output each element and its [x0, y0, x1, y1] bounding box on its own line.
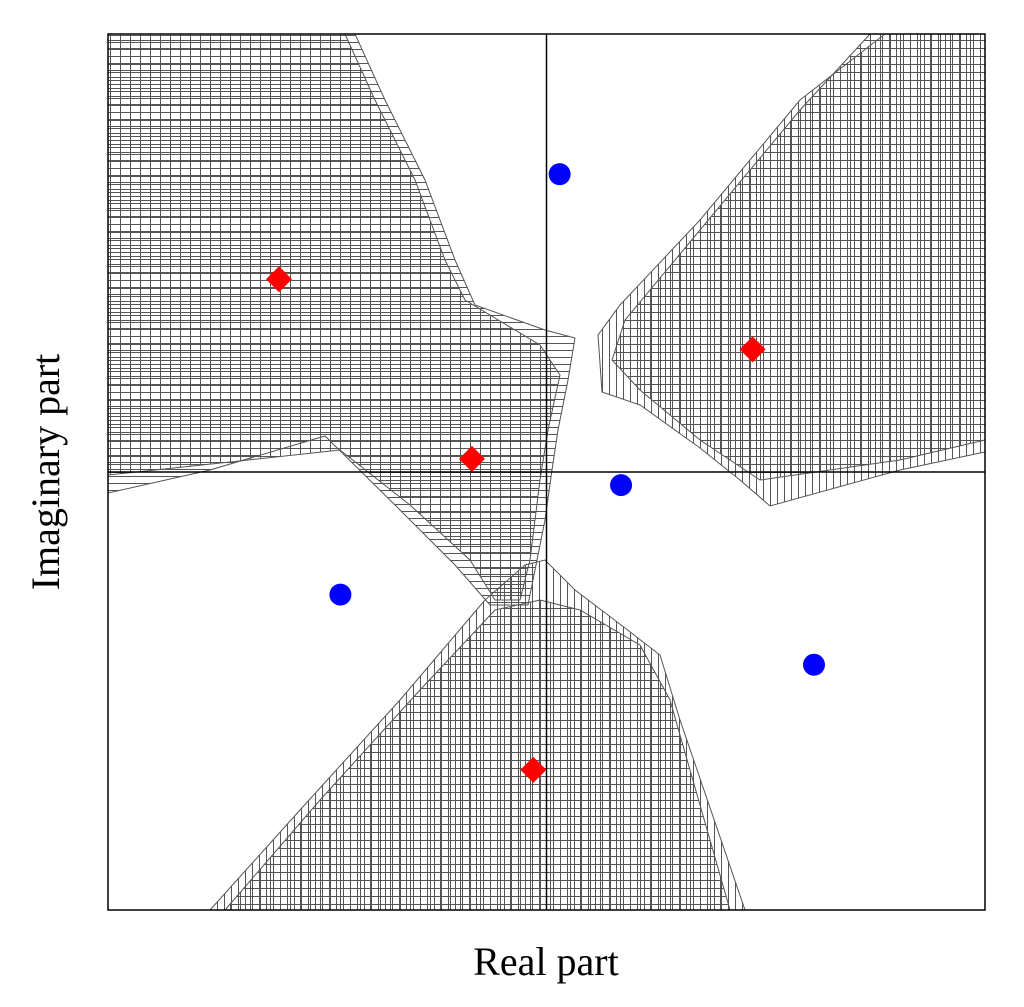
point-diamond — [739, 336, 766, 363]
region-top-left — [107, 33, 561, 601]
point-circle — [548, 163, 571, 186]
region-bottom — [223, 599, 731, 911]
point-circle — [802, 653, 825, 676]
y-axis-label: Imaginary part — [23, 354, 68, 591]
point-diamond — [520, 756, 547, 783]
x-axis-label: Real part — [473, 939, 619, 984]
regions — [107, 33, 986, 911]
point-diamond — [458, 445, 485, 472]
point-circle — [329, 583, 352, 606]
point-diamond — [266, 266, 293, 293]
point-circle — [610, 474, 633, 497]
